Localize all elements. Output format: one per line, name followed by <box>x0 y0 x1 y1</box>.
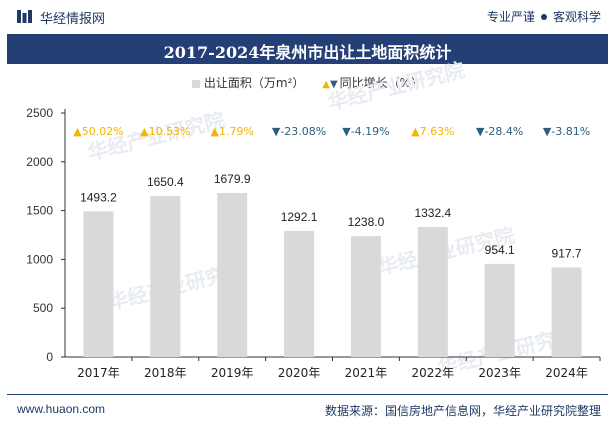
tagline-left: 专业严谨 <box>486 10 535 24</box>
top-bar: 华经情报网 专业严谨 客观科学 <box>0 0 615 34</box>
bar-value-label: 1679.9 <box>214 172 251 186</box>
bar-value-label: 1332.4 <box>414 206 451 220</box>
huajing-logo-icon <box>17 10 32 23</box>
bar-value-label: 1650.4 <box>147 175 184 189</box>
x-tick-label: 2021年 <box>345 366 388 380</box>
tagline-dot-icon <box>540 14 547 20</box>
title-bar: 2017-2024年泉州市出让土地面积统计 <box>7 34 608 64</box>
growth-label: ▲1.79% <box>210 125 253 138</box>
legend-bar-swatch <box>191 79 200 88</box>
growth-label: ▼-4.19% <box>342 125 389 138</box>
x-tick-label: 2017年 <box>77 366 120 380</box>
x-tick-label: 2024年 <box>545 366 588 380</box>
footer-divider <box>7 394 608 395</box>
bar <box>350 236 381 357</box>
bar-chart: 华经产业研究院华经产业研究院华经产业研究院华经产业研究院华经产业研究院05001… <box>26 58 601 380</box>
legend-bar-label: 出让面积（万m²） <box>203 76 305 90</box>
legend-up-triangle-icon: ▲ <box>322 79 330 90</box>
bar-value-label: 1238.0 <box>348 215 385 229</box>
x-tick-label: 2019年 <box>211 366 254 380</box>
bar <box>217 193 248 357</box>
footer: www.huaon.com 数据来源：国信房地产信息网，华经产业研究院整理 <box>0 394 615 427</box>
x-tick-label: 2020年 <box>278 366 321 380</box>
growth-label: ▼-3.81% <box>543 125 590 138</box>
y-tick-label: 0 <box>46 350 53 364</box>
y-tick-label: 1000 <box>26 252 53 266</box>
bar-value-label: 954.1 <box>485 243 515 257</box>
chart-title: 2017-2024年泉州市出让土地面积统计 <box>163 43 452 62</box>
brand-name: 华经情报网 <box>40 12 106 27</box>
growth-label: ▼-28.4% <box>476 125 523 138</box>
legend-growth-item: ▲▼ 同比增长（%） <box>322 76 423 90</box>
bar <box>83 211 114 357</box>
growth-label: ▲50.02% <box>73 125 123 138</box>
growth-label: ▲7.63% <box>411 125 454 138</box>
x-tick-label: 2022年 <box>412 366 455 380</box>
growth-label: ▼-23.08% <box>272 125 326 138</box>
bar <box>284 230 315 357</box>
x-tick-label: 2018年 <box>144 366 187 380</box>
tagline: 专业严谨 客观科学 <box>487 8 601 25</box>
footer-url[interactable]: www.huaon.com <box>17 402 106 416</box>
x-tick-label: 2023年 <box>478 366 521 380</box>
growth-label: ▲10.53% <box>140 125 190 138</box>
chart-legend: 出让面积（万m²） ▲▼ 同比增长（%） <box>0 74 615 91</box>
bar <box>417 226 448 357</box>
bar <box>484 263 515 357</box>
bar-value-label: 1292.1 <box>281 210 318 224</box>
footer-source: 数据来源：国信房地产信息网，华经产业研究院整理 <box>324 404 601 418</box>
watermark-text: 华经产业研究院 <box>325 58 467 115</box>
y-tick-label: 1500 <box>26 204 53 218</box>
legend-growth-label: 同比增长（%） <box>339 76 424 90</box>
bar <box>150 195 181 357</box>
y-tick-label: 2000 <box>26 155 53 169</box>
y-tick-label: 2500 <box>26 106 53 120</box>
tagline-right: 客观科学 <box>552 10 601 24</box>
bar-value-label: 917.7 <box>552 246 582 260</box>
y-tick-label: 500 <box>33 301 53 315</box>
legend-down-triangle-icon: ▼ <box>329 79 338 90</box>
bar <box>551 267 582 357</box>
bar-value-label: 1493.2 <box>80 190 117 204</box>
